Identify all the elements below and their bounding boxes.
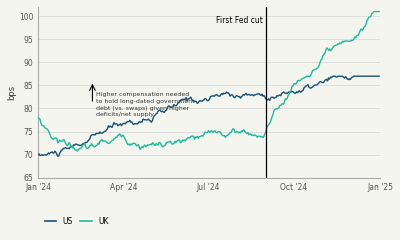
Text: First Fed cut: First Fed cut [216, 16, 263, 25]
Y-axis label: bps: bps [7, 85, 16, 100]
Legend: US, UK: US, UK [42, 213, 112, 228]
Text: Higher compensation needed
to hold long-dated government
debt (vs. swaps) given : Higher compensation needed to hold long-… [96, 92, 195, 117]
